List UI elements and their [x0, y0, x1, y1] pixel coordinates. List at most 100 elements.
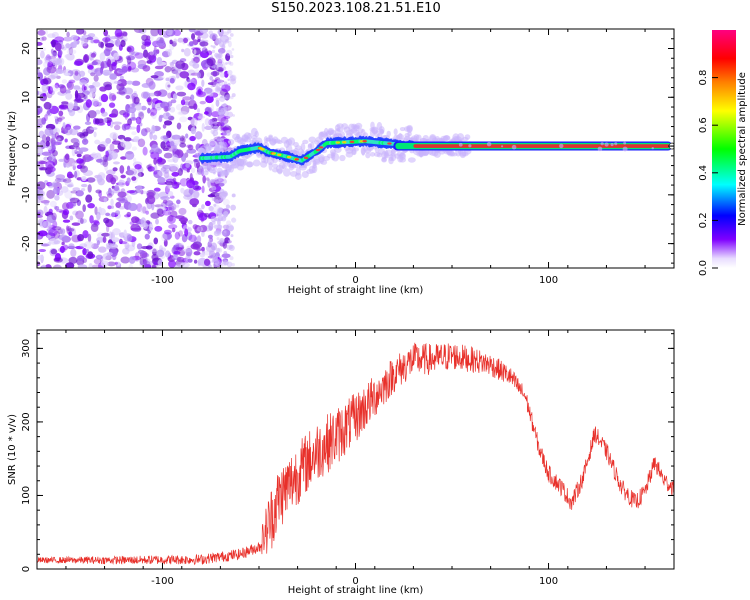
spectrogram-noise-blob — [176, 204, 180, 208]
snr-series-line — [37, 342, 674, 566]
spectrogram-noise-blob — [141, 83, 152, 88]
spectrogram-noise-blob — [168, 260, 176, 268]
spectrogram-noise-blob — [223, 230, 227, 233]
spectrogram-noise-blob — [103, 48, 111, 57]
spectrogram-noise-blob — [133, 29, 144, 33]
spectrogram-noise-blob — [232, 114, 235, 117]
spectrogram-noise-blob — [180, 105, 190, 115]
spectrogram-noise-blob — [161, 209, 172, 216]
spectrogram-noise-blob — [156, 57, 163, 65]
spectrogram-noise-blob — [140, 189, 144, 195]
spectrogram-noise-blob — [44, 114, 48, 122]
spectrogram-noise-blob — [136, 203, 143, 212]
spectrogram-halo — [302, 139, 309, 145]
spectrogram-noise-blob — [206, 57, 216, 67]
spectrogram-halo — [501, 145, 504, 148]
spectrogram-noise-blob — [51, 52, 58, 58]
spectrogram-noise-blob — [77, 235, 82, 242]
spectrogram-noise-blob — [90, 99, 100, 106]
spectrogram-noise-blob — [126, 177, 131, 184]
spectrogram-noise-blob — [191, 47, 201, 51]
spectrogram-noise-blob — [49, 200, 57, 208]
spectrogram-noise-blob — [79, 79, 87, 86]
spectrogram-noise-blob — [64, 138, 68, 143]
spectrogram-noise-blob — [127, 203, 138, 212]
spectrogram-noise-blob — [171, 171, 180, 177]
spectrogram-noise-blob — [118, 199, 129, 204]
spectrogram-noise-blob — [153, 170, 158, 175]
spectrogram-noise-blob — [211, 49, 216, 54]
spectrogram-noise-blob — [56, 209, 64, 213]
spectrogram-noise-blob — [37, 181, 46, 190]
spectrogram-noise-blob — [175, 72, 180, 79]
spectrogram-noise-blob — [137, 249, 145, 255]
spectrogram-noise-blob — [152, 248, 157, 256]
spectrogram-noise-blob — [121, 123, 128, 131]
spectrogram-noise-blob — [103, 117, 108, 123]
spectrogram-noise-blob — [111, 237, 120, 243]
spectrogram-noise-blob — [54, 137, 61, 141]
spectrogram-noise-blob — [93, 258, 102, 265]
spectrogram-noise-blob — [54, 82, 60, 89]
spectrogram-noise-blob — [128, 49, 135, 56]
spectrogram-noise-blob — [37, 41, 43, 46]
spectrogram-noise-blob — [210, 104, 215, 113]
spectrogram-noise-blob — [153, 261, 158, 266]
spectrogram-noise-blob — [231, 217, 237, 223]
spectrogram-noise-blob — [89, 215, 94, 224]
spectrogram-noise-blob — [70, 34, 79, 41]
spectrogram-noise-blob — [88, 262, 93, 268]
spectrogram-noise-blob — [112, 167, 118, 172]
top-x-tick-label: -100 — [151, 275, 174, 286]
spectrogram-noise-blob — [225, 53, 231, 62]
spectrogram-noise-blob — [37, 69, 41, 73]
spectrogram-noise-blob — [67, 228, 75, 232]
spectrogram-noise-blob — [76, 150, 83, 154]
spectrogram-noise-blob — [144, 127, 151, 133]
spectrogram-noise-blob — [214, 199, 220, 204]
spectrogram-noise-blob — [74, 149, 78, 155]
spectrogram-noise-blob — [223, 96, 227, 100]
spectrogram-noise-blob — [100, 93, 109, 103]
spectrogram-noise-blob — [156, 208, 164, 216]
spectrogram-noise-blob — [44, 127, 54, 137]
spectrogram-noise-blob — [102, 69, 112, 76]
spectrogram-noise-blob — [190, 127, 197, 135]
spectrogram-noise-blob — [149, 55, 156, 61]
spectrogram-noise-blob — [217, 247, 223, 253]
spectrogram-noise-blob — [227, 225, 234, 232]
spectrogram-noise-blob — [37, 105, 43, 115]
spectrogram-noise-blob — [94, 139, 101, 145]
spectrogram-noise-blob — [90, 52, 96, 58]
spectrogram-noise-blob — [155, 127, 160, 131]
spectrogram-noise-blob — [54, 132, 60, 140]
spectrogram-noise-blob — [89, 57, 95, 61]
spectrogram-halo — [310, 141, 315, 150]
spectrogram-halo — [381, 157, 388, 163]
spectrogram-noise-blob — [60, 103, 65, 109]
spectrogram-noise-blob — [203, 212, 210, 218]
spectrogram-halo — [369, 152, 376, 157]
spectrogram-noise-blob — [110, 150, 118, 160]
spectrogram-noise-blob — [185, 133, 189, 139]
spectrogram-noise-blob — [180, 99, 186, 106]
spectrogram-noise-blob — [64, 181, 74, 186]
spectrogram-noise-blob — [185, 162, 190, 169]
spectrogram-noise-blob — [186, 148, 197, 154]
spectrogram-noise-blob — [134, 252, 140, 260]
spectrogram-noise-blob — [197, 207, 202, 213]
bottom-plot-frame — [36, 329, 675, 570]
spectrogram-noise-blob — [77, 264, 88, 268]
spectrogram-noise-blob — [189, 198, 200, 206]
spectrogram-noise-blob — [224, 92, 230, 101]
spectrogram-noise-blob — [61, 125, 69, 134]
spectrogram-noise-blob — [54, 115, 58, 119]
spectrogram-noise-blob — [221, 85, 225, 89]
spectrogram-noise-blob — [157, 156, 163, 163]
spectrogram-noise-blob — [223, 81, 228, 86]
spectrogram-noise-blob — [222, 224, 230, 230]
spectrogram-noise-blob — [69, 197, 80, 204]
spectrogram-noise-blob — [131, 176, 137, 181]
spectrogram-noise-blob — [196, 130, 200, 140]
spectrogram-noise-blob — [193, 259, 198, 264]
